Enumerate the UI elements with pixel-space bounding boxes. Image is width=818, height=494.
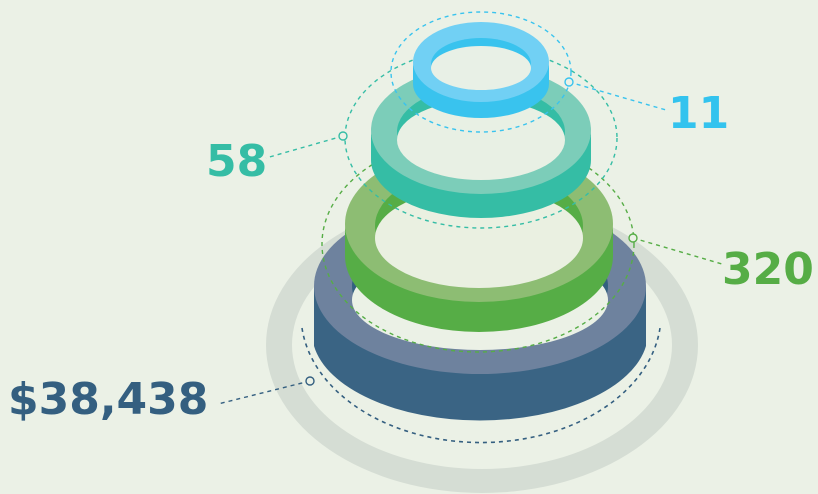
base-ring-value: $38,438 bbox=[8, 374, 209, 425]
leader-38438 bbox=[217, 376, 315, 405]
leader-320 bbox=[628, 233, 723, 265]
leader-11 bbox=[564, 77, 667, 111]
blue-dashed-guide bbox=[390, 11, 572, 133]
third-ring-value: 320 bbox=[722, 244, 814, 295]
blue-ring bbox=[413, 22, 549, 118]
top-ring-value: 11 bbox=[668, 88, 730, 139]
second-ring-value: 58 bbox=[206, 136, 268, 187]
leader-58 bbox=[265, 131, 348, 159]
